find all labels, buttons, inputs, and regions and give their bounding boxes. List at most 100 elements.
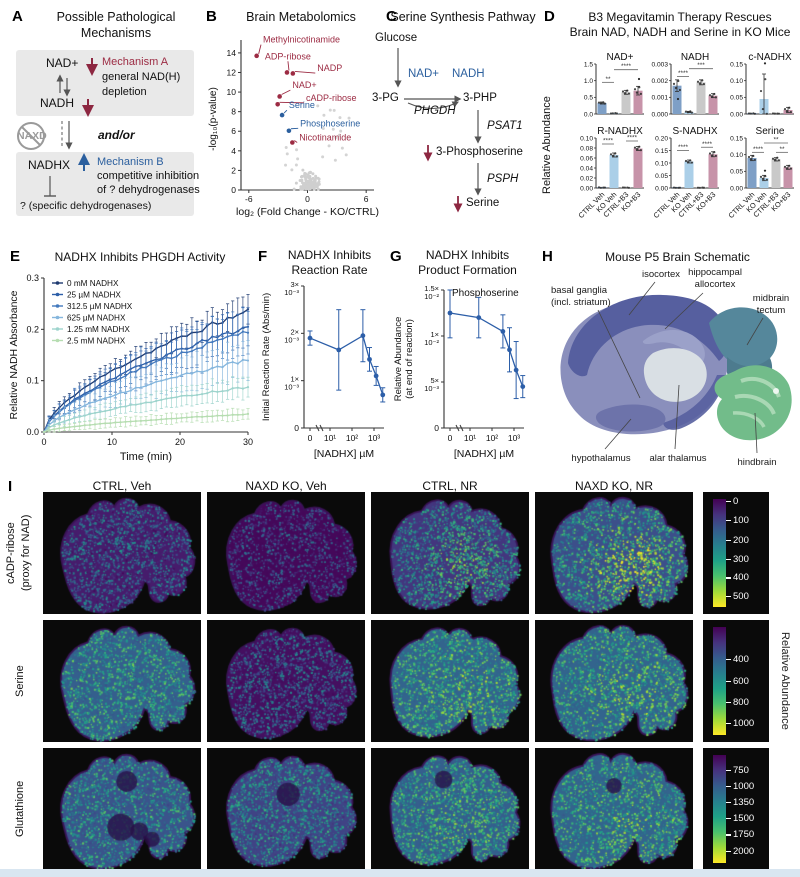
mechanism-a-box <box>16 50 194 116</box>
svg-text:**: ** <box>605 76 611 83</box>
brain-hindbrain-region <box>714 365 792 441</box>
colorbar-serine: 400 600 800 1000 <box>703 620 769 742</box>
svg-text:Relative Abundance: Relative Abundance <box>393 317 404 402</box>
svg-text:****: **** <box>627 135 638 142</box>
colorbar-tick <box>726 595 731 597</box>
msi-canvas <box>371 620 529 742</box>
label-midbrain: midbrain <box>753 293 789 304</box>
svg-text:****: **** <box>753 146 764 153</box>
svg-text:10⁻²: 10⁻² <box>424 292 439 301</box>
nadh-node: NADH <box>452 68 485 80</box>
panel-d-title-2: Brain NAD, NADH and Serine in KO Mice <box>569 25 791 39</box>
svg-text:30: 30 <box>243 437 253 447</box>
phosphoserine-node: 3-Phosphoserine <box>436 146 523 158</box>
msi-image-r0c3 <box>535 492 693 614</box>
svg-text:NAD+: NAD+ <box>292 80 316 90</box>
svg-text:1×: 1× <box>430 330 439 339</box>
svg-text:0.00: 0.00 <box>730 185 743 192</box>
svg-text:ADP-ribose: ADP-ribose <box>265 51 311 61</box>
volcano-plot: 0 2 4 6 8 10 12 14 -6 0 6 -log₁₀(p-value) log₂ (Fold… <box>208 35 379 218</box>
svg-text:0.1: 0.1 <box>26 376 39 386</box>
colorbar-tick-label: 200 <box>733 534 749 546</box>
colorbar-tick-label: 100 <box>733 515 749 527</box>
svg-text:10²: 10² <box>346 433 358 443</box>
svg-text:0.3: 0.3 <box>26 273 39 283</box>
panel-e-label: E <box>10 248 21 265</box>
msi-canvas <box>535 492 693 614</box>
msi-canvas <box>43 492 201 614</box>
svg-text:0 mM NADHX: 0 mM NADHX <box>67 279 119 288</box>
phgdh-enzyme: PHGDH <box>414 105 456 117</box>
colorbar-tick-label: 800 <box>733 697 749 709</box>
msi-image-r0c2 <box>371 492 529 614</box>
brain-hypothalamus-region <box>595 404 666 432</box>
svg-text:****: **** <box>678 144 689 151</box>
svg-text:14: 14 <box>227 48 237 58</box>
svg-text:0.10: 0.10 <box>730 152 743 159</box>
msi-image-r2c0 <box>43 748 201 870</box>
mechanism-a-title: Mechanism A <box>102 56 169 68</box>
panel-f-title-2: Reaction Rate <box>291 263 368 277</box>
mechanism-a-line2: depletion <box>102 86 147 98</box>
colorbar-tick <box>726 558 731 561</box>
psat1-enzyme: PSAT1 <box>487 120 523 132</box>
colorbar-tick-label: 1350 <box>733 797 755 809</box>
svg-text:0.15: 0.15 <box>730 135 743 142</box>
3pg-node: 3-PG <box>372 92 399 104</box>
svg-text:6: 6 <box>231 126 236 136</box>
svg-text:0.04: 0.04 <box>580 165 593 172</box>
svg-text:0.15: 0.15 <box>730 61 743 68</box>
svg-text:-log₁₀(p-value): -log₁₀(p-value) <box>208 87 219 151</box>
svg-text:Nicotinamide: Nicotinamide <box>299 133 351 143</box>
svg-text:0.001: 0.001 <box>651 95 668 102</box>
msi-canvas <box>371 748 529 870</box>
panel-c-title: Serine Synthesis Pathway <box>390 10 536 24</box>
svg-text:12: 12 <box>227 67 237 77</box>
svg-text:log₂ (Fold Change - KO/CTRL): log₂ (Fold Change - KO/CTRL) <box>236 206 379 218</box>
msi-canvas <box>207 620 365 742</box>
svg-text:25 µM NADHX: 25 µM NADHX <box>67 291 121 300</box>
colorbar-tick-label: 400 <box>733 653 749 665</box>
svg-text:0.05: 0.05 <box>730 95 743 102</box>
colorbar-cadp-ribose: 0 100 200 300 400 500 <box>703 492 769 614</box>
msi-image-r0c1 <box>207 492 365 614</box>
colorbar-axis-label: Relative Abundance <box>779 632 791 730</box>
colorbar-tick <box>726 658 731 661</box>
label-alar-thalamus: alar thalamus <box>649 453 706 464</box>
footer-strip <box>0 869 800 877</box>
svg-text:Initial Reaction Rate (Abs/min: Initial Reaction Rate (Abs/min) <box>261 293 272 421</box>
svg-text:(at end of reaction): (at end of reaction) <box>404 319 415 399</box>
panel-d-title-1: B3 Megavitamin Therapy Rescues <box>588 10 772 24</box>
svg-text:Time (min): Time (min) <box>120 451 172 463</box>
nad-plus-label: NAD+ <box>46 56 79 70</box>
svg-text:0: 0 <box>231 185 236 195</box>
svg-text:1.5×: 1.5× <box>424 284 439 293</box>
svg-text:5×: 5× <box>430 376 439 385</box>
svg-text:2×: 2× <box>290 327 299 336</box>
hindbrain-stripe <box>734 394 776 415</box>
colorbar-tick <box>726 769 731 771</box>
svg-text:-6: -6 <box>245 194 253 204</box>
row-label-cadp-ribose-2: (proxy for NAD) <box>20 514 32 592</box>
svg-text:cADP-ribose: cADP-ribose <box>306 93 357 103</box>
svg-text:****: **** <box>621 63 632 70</box>
colorbar-tick-label: 1000 <box>733 780 755 792</box>
msi-image-r2c3 <box>535 748 693 870</box>
svg-text:2.5 mM NADHX: 2.5 mM NADHX <box>67 337 126 346</box>
colorbar-tick <box>726 818 731 820</box>
dehydrogenases-label: ? (specific dehydrogenases) <box>20 200 152 212</box>
bar-chart-cnadhx: c-NADHX 0.00 0.05 0.10 0.15 <box>730 52 794 118</box>
3php-node: 3-PHP <box>463 92 497 104</box>
colorbar-tick-label: 500 <box>733 590 749 602</box>
svg-text:0: 0 <box>448 433 453 443</box>
colorbar-tick <box>726 500 731 502</box>
msi-image-r0c0 <box>43 492 201 614</box>
label-isocortex: isocortex <box>642 269 680 280</box>
svg-text:10³: 10³ <box>368 433 380 443</box>
svg-text:0: 0 <box>308 433 313 443</box>
label-allocortex: allocortex <box>695 279 736 290</box>
msi-image-r1c2 <box>371 620 529 742</box>
